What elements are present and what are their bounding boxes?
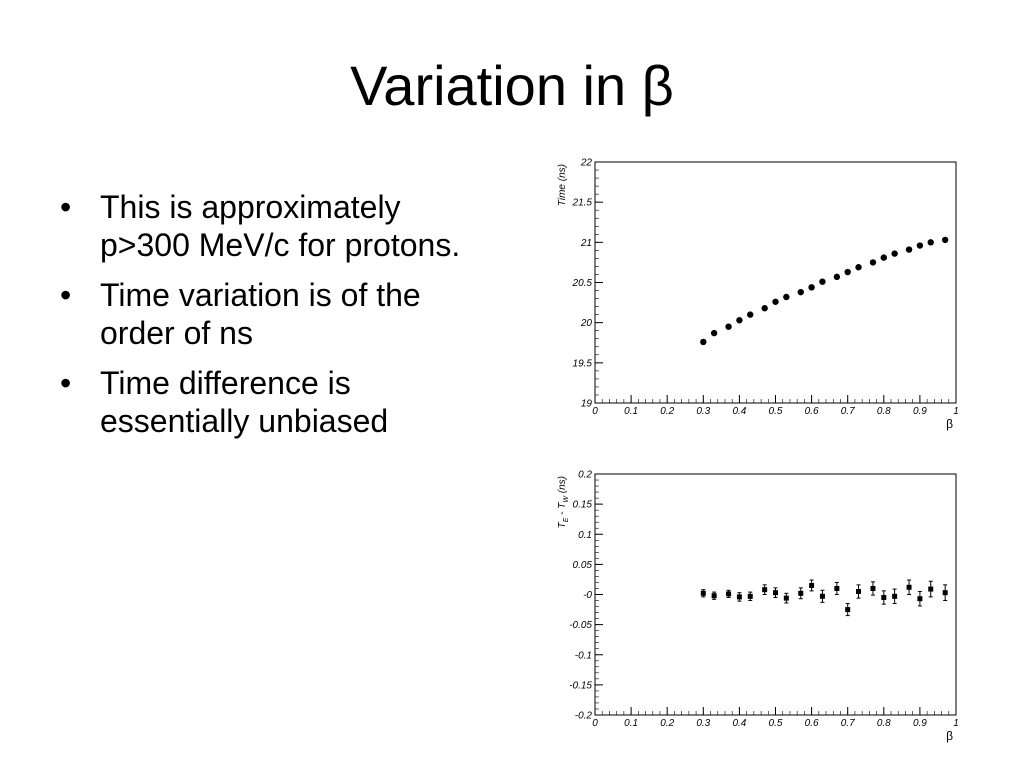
bullet-text: Time difference is essentially unbiased	[100, 365, 389, 439]
data-point	[819, 278, 826, 285]
data-point	[819, 593, 825, 599]
data-point	[747, 311, 754, 318]
x-tick-label: 0.4	[732, 406, 746, 417]
bullet-dot: •	[60, 277, 72, 313]
data-point	[711, 593, 717, 599]
data-point	[892, 593, 898, 599]
slide-title: Variation in β	[350, 54, 674, 117]
y-tick-label: 21	[580, 238, 592, 249]
data-point	[880, 254, 887, 261]
data-point	[881, 595, 887, 601]
data-point	[844, 268, 851, 276]
x-tick-label: 0.1	[624, 718, 638, 729]
y-tick-label: 0.05	[573, 560, 593, 571]
x-tick-label: 0	[592, 718, 598, 729]
data-point	[747, 593, 753, 599]
data-point	[762, 587, 768, 593]
x-tick-label: 0.7	[841, 406, 855, 417]
data-point	[833, 273, 841, 281]
y-tick-label: 20.5	[572, 278, 593, 289]
x-tick-label: 0.1	[624, 406, 638, 417]
data-point	[736, 317, 743, 324]
data-point	[906, 584, 912, 590]
y-tick-label: 0.15	[573, 500, 593, 511]
x-tick-label: 0.9	[913, 406, 927, 417]
x-tick-label: 0.2	[660, 718, 674, 729]
data-point	[845, 607, 851, 613]
data-point	[891, 250, 898, 257]
plot-frame	[594, 161, 957, 404]
bullet-item: • Time difference is essentially unbiased	[58, 364, 498, 440]
x-tick-label: 1	[953, 718, 959, 729]
bullet-item: • Time variation is of the order of ns	[58, 276, 498, 352]
y-tick-label: 19	[581, 399, 593, 410]
x-tick-label: 0	[592, 406, 598, 417]
data-point	[710, 329, 718, 337]
y-tick-label: 0.2	[578, 470, 592, 481]
data-point	[941, 236, 949, 244]
time-vs-beta-chart: 0 0.1 0.2 0.3 0.4 0.5 0.6 0.7 0.8 0.9 1 19 19.5 20 20.…	[557, 158, 959, 432]
data-point	[916, 242, 924, 249]
bullet-dot: •	[60, 189, 72, 225]
x-tick-label: 0.8	[877, 718, 891, 729]
x-tick-label: 1	[953, 406, 959, 417]
data-point	[834, 585, 840, 591]
data-point	[856, 588, 862, 594]
data-point	[798, 590, 804, 596]
data-point	[928, 586, 934, 592]
x-tick-label: 0.2	[660, 406, 674, 417]
bullet-dot: •	[60, 365, 72, 401]
y-axis-title: Time (ns)	[557, 164, 568, 206]
x-axis-title: β	[946, 417, 953, 431]
data-point	[797, 288, 804, 296]
x-tick-label: 0.8	[877, 406, 891, 417]
data-point	[927, 239, 934, 246]
data-point	[761, 305, 768, 312]
x-tick-label: 0.3	[696, 718, 710, 729]
y-tick-label: -0	[583, 590, 592, 601]
x-tick-label: 0.3	[696, 406, 710, 417]
data-point	[783, 293, 790, 301]
x-tick-label: 0.6	[805, 718, 819, 729]
data-point	[870, 585, 876, 591]
data-point	[773, 590, 778, 596]
x-tick-label: 0.5	[769, 406, 783, 417]
y-tick-label: 20	[580, 318, 593, 329]
y-axis-title: TE - TW (ns)	[557, 476, 570, 528]
y-tick-label: 0.1	[578, 530, 592, 541]
x-axis-title: β	[946, 729, 953, 743]
y-tick-label: 22	[580, 158, 593, 169]
data-point	[905, 246, 913, 253]
bullet-list: • This is approximately p>300 MeV/c for p…	[58, 188, 498, 452]
y-tick-label: -0.15	[569, 680, 592, 691]
data-point	[783, 595, 789, 601]
x-tick-label: 0.6	[805, 406, 819, 417]
x-tick-label: 0.7	[841, 718, 855, 729]
data-point	[869, 259, 877, 266]
data-point	[917, 596, 923, 602]
data-point	[736, 594, 742, 600]
bullet-item: • This is approximately p>300 MeV/c for p…	[58, 188, 498, 264]
data-point	[725, 323, 732, 330]
bullet-text: Time variation is of the order of ns	[100, 277, 421, 351]
data-point	[809, 582, 815, 588]
y-tick-label: -0.05	[569, 620, 592, 631]
y-tick-label: -0.1	[575, 650, 592, 661]
x-tick-label: 0.9	[913, 718, 927, 729]
data-point	[942, 590, 948, 596]
data-point	[700, 590, 706, 596]
data-point	[772, 298, 779, 305]
x-tick-label: 0.5	[769, 718, 783, 729]
data-point	[855, 264, 862, 271]
x-tick-label: 0.4	[732, 718, 746, 729]
y-tick-label: 21.5	[572, 198, 593, 209]
y-tick-label: -0.2	[575, 711, 593, 722]
data-point	[808, 284, 815, 291]
time-difference-vs-beta-chart: 0 0.1 0.2 0.3 0.4 0.5 0.6 0.7 0.8 0.9 1 -0.2 -0.15 -0…	[557, 470, 959, 744]
bullet-text: This is approximately p>300 MeV/c for pr…	[100, 189, 461, 263]
data-point	[700, 338, 707, 346]
y-tick-label: 19.5	[573, 358, 593, 369]
data-point	[726, 591, 732, 597]
